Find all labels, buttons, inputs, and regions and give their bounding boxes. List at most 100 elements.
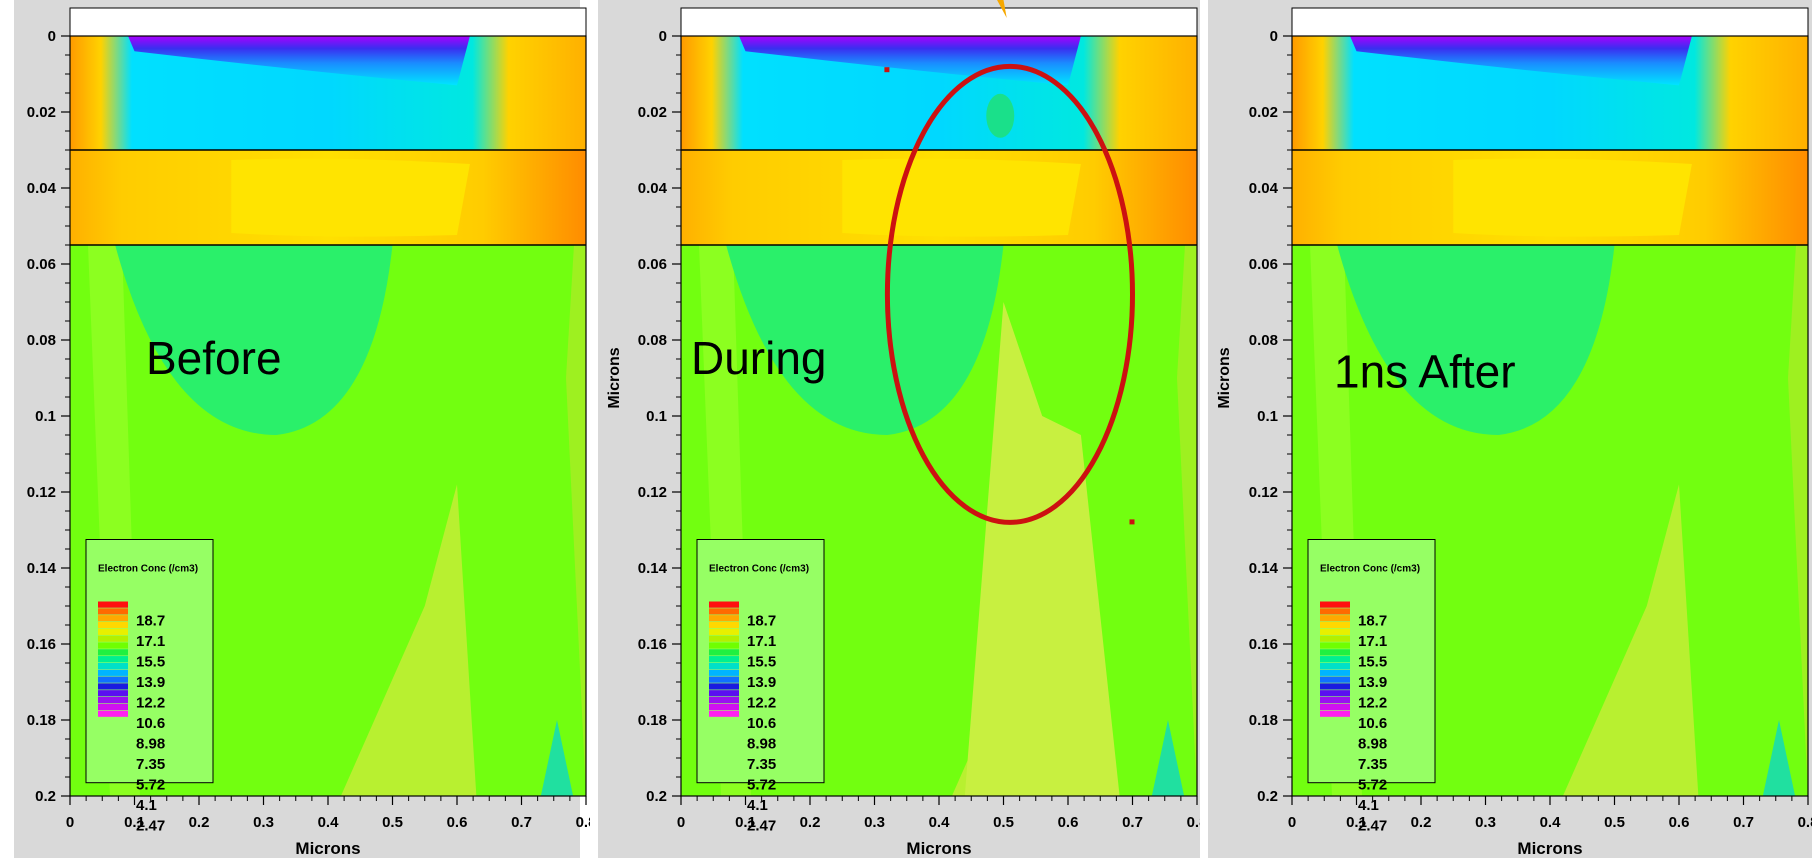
legend-value: 4.1 bbox=[136, 797, 157, 814]
chart-panel-1: 0 0.02 0.04 0.06 0.08 0.1 0.12 0.14 0.16 0.18 0.2 0… bbox=[14, 0, 596, 858]
legend-title: Electron Conc (/cm3) bbox=[1320, 564, 1420, 575]
legend-value: 5.72 bbox=[136, 777, 165, 794]
legend-swatch bbox=[98, 635, 128, 642]
x-tick-label: 0.3 bbox=[253, 814, 274, 831]
legend-value: 2.47 bbox=[747, 818, 776, 835]
legend-swatch bbox=[709, 615, 739, 622]
x-tick-label: 0.3 bbox=[864, 814, 885, 831]
highlight-ellipse bbox=[884, 63, 1136, 525]
legend-value: 10.6 bbox=[136, 715, 165, 732]
layer-middle-highlight bbox=[842, 158, 1081, 237]
x-tick-label: 0.5 bbox=[382, 814, 403, 831]
field-corner-spot bbox=[540, 720, 574, 796]
y-tick-label: 0.08 bbox=[27, 332, 56, 349]
legend-swatch bbox=[1320, 676, 1350, 683]
overlay-label: During bbox=[691, 332, 827, 384]
y-tick-label: 0.02 bbox=[1249, 104, 1278, 121]
y-tick-label: 0.18 bbox=[638, 712, 667, 729]
legend-swatch bbox=[1320, 642, 1350, 649]
x-axis-label: Microns bbox=[295, 839, 360, 858]
plot-top-band bbox=[680, 7, 1198, 37]
x-tick-label: 0.1 bbox=[735, 814, 756, 831]
x-tick-label: 0.1 bbox=[124, 814, 145, 831]
legend-swatch bbox=[98, 690, 128, 697]
legend-swatch bbox=[709, 656, 739, 663]
marker-dot bbox=[1129, 519, 1135, 525]
y-tick-label: 0.16 bbox=[638, 636, 667, 653]
legend-swatch bbox=[98, 649, 128, 656]
field-depletion bbox=[115, 245, 393, 435]
legend-swatch bbox=[1320, 621, 1350, 629]
legend-swatch bbox=[709, 710, 739, 717]
legend-swatch bbox=[1320, 710, 1350, 717]
y-tick-label: 0 bbox=[659, 28, 667, 45]
legend-swatch bbox=[98, 621, 128, 629]
x-tick-label: 0.1 bbox=[1346, 814, 1367, 831]
legend-value: 18.7 bbox=[747, 613, 776, 630]
y-tick-label: 0.18 bbox=[27, 712, 56, 729]
y-tick-label: 0.1 bbox=[35, 408, 56, 425]
x-tick-label: 0.4 bbox=[318, 814, 340, 831]
y-tick-label: 0.12 bbox=[27, 484, 56, 501]
y-tick-label: 0.16 bbox=[27, 636, 56, 653]
x-tick-label: 0 bbox=[66, 814, 74, 831]
y-tick-label: 0.1 bbox=[646, 408, 667, 425]
y-tick-label: 0.06 bbox=[638, 256, 667, 273]
legend-swatch bbox=[1320, 683, 1350, 690]
x-tick-label: 0.7 bbox=[1122, 814, 1143, 831]
legend: Electron Conc (/cm3) 18.7 17.1 15.5 13.9 12.2… bbox=[85, 539, 214, 835]
layer-middle-highlight bbox=[1453, 158, 1692, 237]
field-strike-track bbox=[964, 302, 1120, 796]
legend-swatch bbox=[98, 628, 128, 635]
field-corner-spot bbox=[1762, 720, 1796, 796]
y-tick-label: 0.12 bbox=[638, 484, 667, 501]
layer-middle-highlight bbox=[231, 158, 470, 237]
x-tick-label: 0.4 bbox=[929, 814, 951, 831]
legend-value: 12.2 bbox=[1358, 695, 1387, 712]
legend-value: 13.9 bbox=[1358, 674, 1387, 691]
legend-value: 5.72 bbox=[747, 777, 776, 794]
y-tick-label: 0.14 bbox=[27, 560, 57, 577]
y-tick-label: 0 bbox=[1270, 28, 1278, 45]
legend-swatch bbox=[709, 669, 739, 676]
x-tick-label: 0.6 bbox=[1669, 814, 1690, 831]
legend-value: 10.6 bbox=[1358, 715, 1387, 732]
x-tick-label: 0.5 bbox=[993, 814, 1014, 831]
legend-swatch bbox=[98, 669, 128, 676]
legend-value: 5.72 bbox=[1358, 777, 1387, 794]
y-tick-label: 0.16 bbox=[1249, 636, 1278, 653]
legend-swatch bbox=[98, 662, 128, 670]
legend-swatch bbox=[98, 656, 128, 663]
legend-swatch bbox=[1320, 656, 1350, 663]
legend-swatch bbox=[98, 703, 128, 710]
legend-swatch bbox=[709, 635, 739, 642]
legend-value: 2.47 bbox=[136, 818, 165, 835]
legend-swatch bbox=[709, 676, 739, 683]
legend-swatch bbox=[98, 642, 128, 649]
x-tick-label: 0 bbox=[677, 814, 685, 831]
x-tick-label: 0.7 bbox=[511, 814, 532, 831]
y-tick-label: 0.1 bbox=[1257, 408, 1278, 425]
legend-swatch bbox=[98, 608, 128, 615]
legend-swatch bbox=[709, 628, 739, 635]
legend-swatch bbox=[1320, 690, 1350, 697]
legend-swatch bbox=[709, 642, 739, 649]
legend-value: 8.98 bbox=[136, 736, 165, 753]
legend-swatch bbox=[709, 703, 739, 710]
overlay-label: Before bbox=[146, 332, 282, 384]
legend-value: 4.1 bbox=[747, 797, 768, 814]
layer-top-pocket bbox=[1350, 36, 1692, 86]
legend-value: 13.9 bbox=[136, 674, 165, 691]
x-tick-label: 0.8 bbox=[1798, 814, 1812, 831]
legend-value: 8.98 bbox=[1358, 736, 1387, 753]
panel-separator bbox=[1200, 0, 1208, 858]
y-tick-label: 0.08 bbox=[638, 332, 667, 349]
y-tick-label: 0.14 bbox=[1249, 560, 1279, 577]
legend-swatch bbox=[98, 696, 128, 704]
x-tick-label: 0.3 bbox=[1475, 814, 1496, 831]
plot-top-band bbox=[69, 7, 587, 37]
legend-value: 17.1 bbox=[747, 633, 776, 650]
y-tick-label: 0.02 bbox=[27, 104, 56, 121]
legend-value: 7.35 bbox=[747, 756, 776, 773]
